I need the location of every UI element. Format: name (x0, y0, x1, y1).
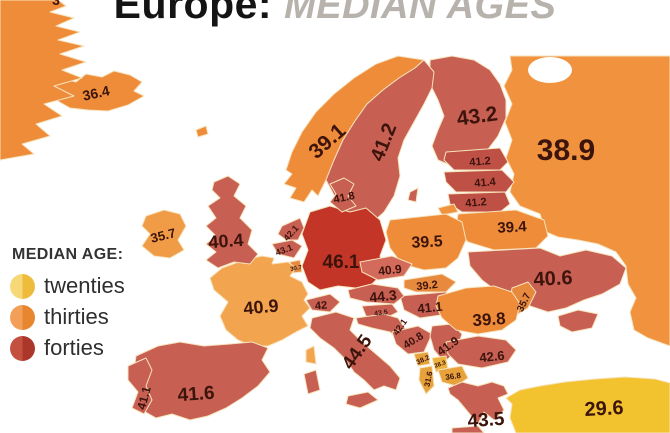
label-turkey: 29.6 (584, 397, 624, 421)
label-slovenia: 43.5 (374, 309, 389, 318)
shape-ireland (141, 209, 187, 259)
legend: MEDIAN AGE: twenties thirties forties (10, 246, 160, 366)
title-prefix: Europe: (113, 0, 273, 27)
legend-item-forties: forties (10, 335, 160, 361)
label-bulgaria: 42.6 (479, 348, 506, 366)
legend-item-thirties: thirties (10, 304, 160, 330)
legend-title: MEDIAN AGE: (12, 246, 124, 263)
country-labels: 3 36.4 39.1 41.2 43.2 38.9 41.2 41.4 41.… (52, 0, 624, 432)
shape-france (209, 255, 311, 347)
shape-crete (451, 425, 485, 433)
shape-greece (447, 381, 509, 425)
label-switzerland: 42 (314, 299, 327, 312)
shape-sardinia (303, 369, 321, 395)
legend-label-twenties: twenties (44, 273, 125, 298)
shape-denmark (329, 177, 357, 213)
thirties-color-dot (10, 304, 35, 330)
shape-greenland (0, 0, 87, 161)
label-macedonia: 36.8 (445, 371, 462, 382)
shape-italy (309, 311, 401, 391)
legend-label-forties: forties (44, 335, 104, 360)
label-finland: 43.2 (455, 102, 499, 130)
legend-label-thirties: thirties (44, 304, 109, 329)
shape-bulgaria (445, 335, 517, 369)
label-czech-republic: 40.9 (378, 262, 403, 278)
label-portugal: 41.1 (134, 385, 154, 411)
label-poland: 39.5 (411, 233, 443, 252)
label-belarus: 39.4 (497, 218, 528, 237)
label-romania: 39.8 (472, 309, 506, 330)
shape-romania (435, 285, 521, 335)
label-austria: 44.3 (369, 287, 398, 306)
label-latvia: 41.4 (474, 176, 497, 190)
shape-gotland-island (407, 187, 419, 203)
shape-crimea (557, 309, 599, 333)
label-hungary: 41.1 (417, 299, 444, 317)
shape-corsica (305, 345, 317, 365)
shape-czech-republic (359, 255, 413, 281)
label-greenland-partial: 3 (52, 0, 60, 8)
label-greece: 43.5 (467, 409, 506, 433)
shape-turkey (505, 376, 670, 433)
shape-united-kingdom (205, 175, 259, 269)
shape-latvia (443, 169, 515, 193)
label-estonia: 41.2 (469, 155, 491, 169)
shape-austria (347, 283, 405, 305)
label-russia: 38.9 (537, 134, 595, 167)
label-spain: 41.6 (177, 383, 215, 407)
shape-montenegro (413, 351, 431, 367)
white-sea (528, 57, 572, 83)
label-ukraine: 40.6 (533, 267, 573, 291)
label-iceland: 36.4 (81, 82, 111, 103)
label-denmark: 41.8 (332, 190, 355, 206)
forties-color-dot (10, 335, 35, 361)
label-kosovo: 28.3 (434, 360, 448, 370)
shape-sicily (345, 391, 379, 409)
label-france: 40.9 (243, 296, 280, 319)
label-germany: 46.1 (323, 252, 360, 273)
label-slovakia: 39.2 (416, 279, 439, 293)
shape-netherlands (277, 217, 305, 241)
label-ireland: 35.7 (149, 225, 177, 246)
shape-switzerland (305, 293, 341, 313)
page-title: Europe: MEDIAN AGES (114, 0, 557, 28)
shape-faroe-islands (195, 125, 209, 138)
shape-russia (503, 55, 670, 347)
label-luxembourg: 39.7 (290, 265, 303, 273)
shape-bosnia (391, 325, 433, 355)
legend-item-twenties: twenties (10, 273, 160, 299)
shape-poland (385, 213, 467, 271)
shape-kaliningrad (437, 203, 459, 216)
shape-portugal (127, 357, 153, 415)
label-albania: 31.6 (422, 370, 434, 388)
shape-belgium (271, 239, 303, 259)
title-highlight: MEDIAN AGES (284, 0, 557, 27)
label-united-kingdom: 40.4 (208, 230, 244, 252)
twenties-color-dot (10, 273, 35, 299)
label-lithuania: 41.2 (465, 196, 487, 210)
shape-albania (418, 365, 435, 395)
